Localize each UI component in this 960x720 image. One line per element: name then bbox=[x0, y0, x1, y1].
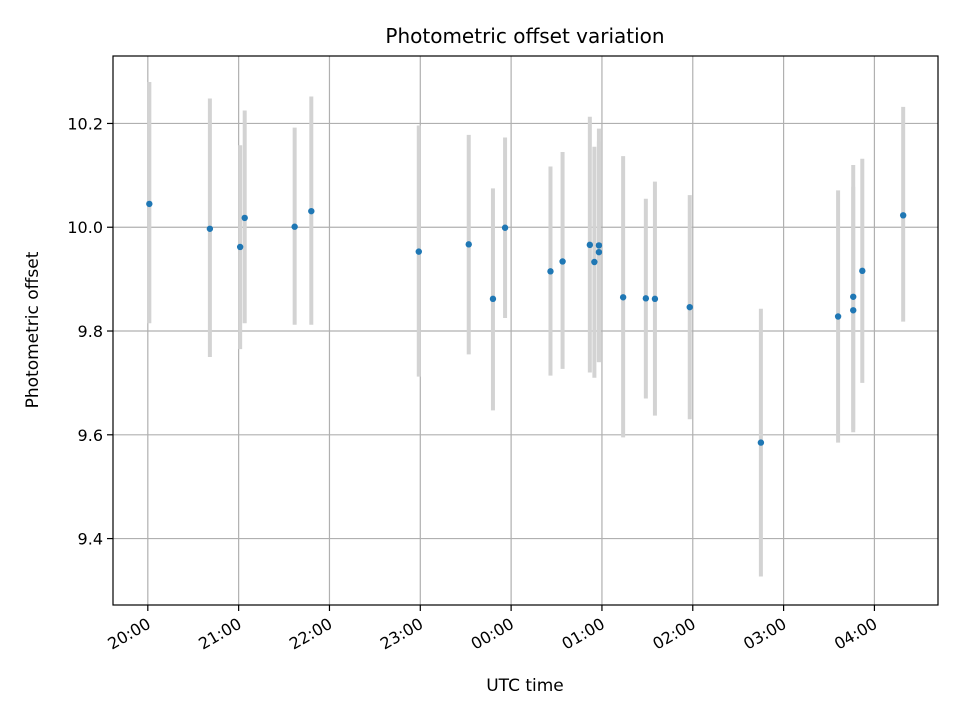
data-point bbox=[757, 439, 765, 446]
x-tick-label: 03:00 bbox=[740, 614, 789, 654]
data-point bbox=[308, 207, 315, 215]
x-tick-label: 00:00 bbox=[468, 614, 517, 654]
data-point bbox=[850, 307, 857, 314]
y-tick-label: 9.6 bbox=[78, 426, 103, 445]
data-point bbox=[899, 212, 907, 219]
data-point bbox=[591, 258, 598, 266]
data-point bbox=[236, 243, 244, 251]
data-point bbox=[686, 303, 693, 311]
x-tick-label: 23:00 bbox=[377, 614, 426, 654]
data-point bbox=[651, 295, 659, 303]
data-point bbox=[642, 295, 650, 302]
data-point bbox=[595, 248, 603, 256]
data-point bbox=[415, 248, 422, 255]
x-tick-label: 04:00 bbox=[831, 614, 880, 654]
x-tick-label: 20:00 bbox=[104, 614, 153, 654]
data-point bbox=[619, 294, 627, 301]
chart-title: Photometric offset variation bbox=[385, 24, 664, 48]
data-point bbox=[834, 313, 842, 320]
data-points bbox=[146, 200, 907, 446]
error-bars bbox=[147, 81, 906, 577]
y-axis-label: Photometric offset bbox=[23, 251, 43, 408]
y-tick-label: 9.8 bbox=[78, 322, 103, 341]
data-point bbox=[146, 200, 153, 208]
data-point bbox=[291, 223, 298, 230]
data-point bbox=[489, 295, 497, 303]
x-axis-label: UTC time bbox=[486, 676, 564, 696]
data-point bbox=[465, 241, 472, 248]
x-tick-label: 21:00 bbox=[195, 614, 244, 654]
data-point bbox=[859, 267, 866, 275]
data-point bbox=[547, 268, 554, 275]
data-point bbox=[501, 224, 509, 231]
y-tick-label: 10.2 bbox=[67, 114, 103, 133]
x-tick-label: 02:00 bbox=[649, 614, 698, 654]
x-axis-ticks: 20:00 21:00 22:00 23:00 00:00 01:00 02:00 03:00… bbox=[104, 605, 880, 654]
data-point bbox=[586, 241, 594, 249]
data-point bbox=[850, 293, 857, 300]
x-tick-label: 22:00 bbox=[286, 614, 335, 654]
data-point bbox=[595, 242, 603, 249]
data-point bbox=[559, 258, 566, 265]
y-tick-label: 10.0 bbox=[67, 218, 103, 237]
data-point bbox=[206, 225, 214, 232]
grid bbox=[113, 56, 938, 605]
data-point bbox=[241, 214, 248, 222]
y-tick-label: 9.4 bbox=[78, 530, 103, 549]
x-tick-label: 01:00 bbox=[559, 614, 608, 654]
y-axis-ticks: 9.4 9.6 9.8 10.0 10.2 bbox=[67, 114, 113, 549]
